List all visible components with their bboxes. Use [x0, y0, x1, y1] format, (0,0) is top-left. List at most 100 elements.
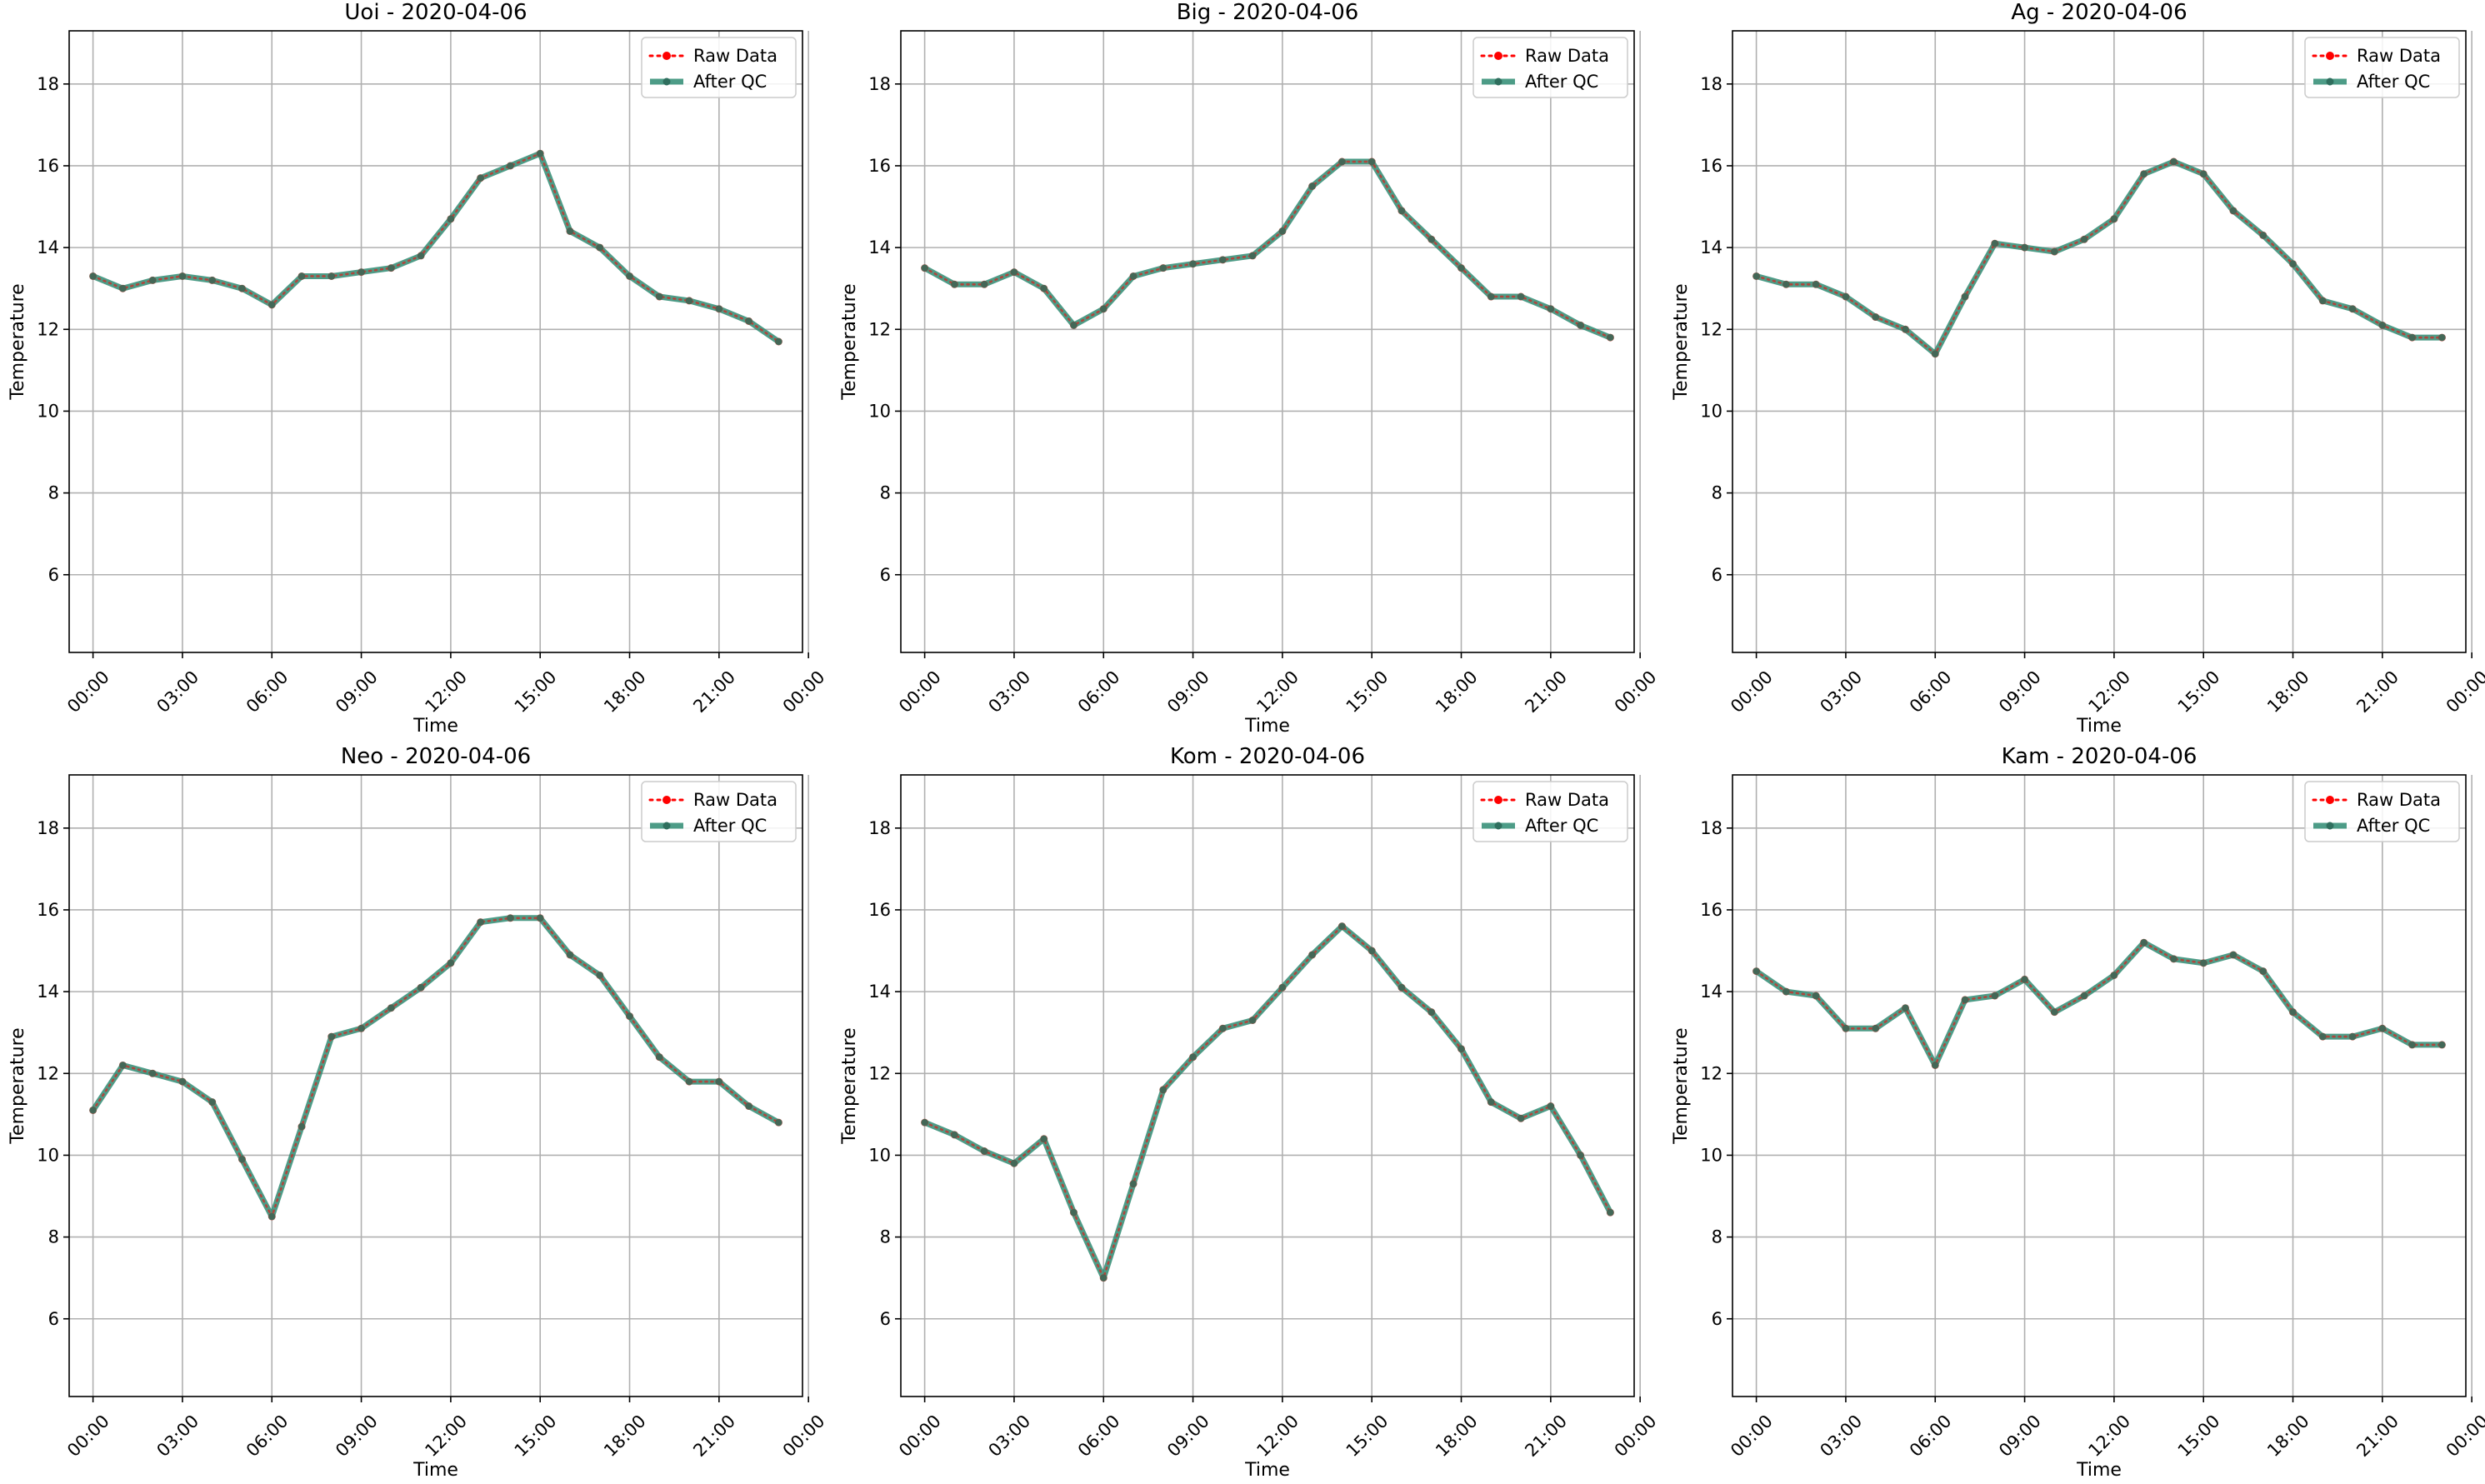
- after-qc-point: [298, 1122, 306, 1131]
- series-line-after-qc: [922, 158, 1613, 341]
- y-tick-label: 10: [37, 1145, 59, 1165]
- y-tick-label: 12: [868, 319, 891, 339]
- x-tick-label: 06:00: [1074, 1411, 1124, 1461]
- y-tick-label: 18: [1700, 818, 1722, 838]
- after-qc-point: [1932, 350, 1939, 357]
- legend: Raw Data After QC: [641, 37, 797, 98]
- x-tick-label: 00:00: [63, 667, 113, 717]
- after-qc-point: [1842, 292, 1850, 301]
- series-line-raw-data: [92, 917, 780, 1220]
- legend-marker-after-qc: [662, 822, 671, 830]
- after-qc-point: [1782, 281, 1790, 288]
- series-line-after-qc: [90, 915, 782, 1220]
- y-tick-label: 12: [37, 319, 59, 339]
- after-qc-point: [656, 292, 663, 301]
- after-qc-point: [1577, 1152, 1584, 1159]
- after-qc-point: [921, 264, 928, 272]
- plot-frame: [68, 30, 803, 653]
- legend-marker-raw-data: [2326, 796, 2334, 804]
- after-qc-point: [2200, 170, 2208, 177]
- plot-frame: [1732, 774, 2467, 1397]
- x-tick-label: 18:00: [2263, 1411, 2313, 1461]
- x-tick-label: 21:00: [689, 1411, 739, 1461]
- x-tick-label: 00:00: [1727, 1411, 1777, 1461]
- legend-marker-raw-data: [662, 796, 671, 804]
- after-qc-point: [358, 268, 365, 276]
- after-qc-point: [447, 959, 455, 967]
- series-line-after-qc: [1753, 158, 2445, 357]
- after-qc-point: [1488, 292, 1495, 301]
- x-tick-label: 09:00: [1163, 667, 1213, 717]
- y-tick-label: 16: [1700, 156, 1722, 176]
- after-qc-point: [1902, 1004, 1909, 1012]
- y-tick-label: 14: [1700, 982, 1722, 1002]
- x-axis-label: Time: [2076, 1460, 2122, 1481]
- x-tick-label: 12:00: [1252, 667, 1302, 717]
- plot-frame: [900, 774, 1635, 1397]
- legend-label-raw-data: Raw Data: [2357, 46, 2441, 66]
- series-line-raw-data: [923, 924, 1612, 1282]
- after-qc-point: [1812, 992, 1820, 1000]
- legend-label-after-qc: After QC: [693, 816, 767, 836]
- legend-marker-after-qc: [1494, 77, 1502, 86]
- x-tick-label: 00:00: [1727, 667, 1777, 717]
- y-tick-label: 6: [48, 1309, 59, 1329]
- legend-marker-raw-data: [662, 52, 671, 60]
- legend-marker-raw-data: [1494, 796, 1502, 804]
- after-qc-point: [1488, 1098, 1495, 1106]
- after-qc-point: [1100, 1274, 1108, 1282]
- x-tick-label: 09:00: [1995, 667, 2045, 717]
- y-tick-label: 18: [868, 818, 891, 838]
- after-qc-point: [2140, 170, 2148, 177]
- after-qc-point: [148, 1070, 157, 1077]
- y-tick-label: 16: [37, 900, 59, 920]
- x-tick-label: 00:00: [1611, 1411, 1661, 1461]
- x-tick-label: 21:00: [2352, 1411, 2402, 1461]
- x-tick-label: 12:00: [421, 1411, 471, 1461]
- y-tick-label: 6: [880, 1309, 891, 1329]
- legend-marker-after-qc: [1494, 822, 1502, 830]
- y-tick-label: 12: [1700, 319, 1722, 339]
- after-qc-point: [1248, 252, 1257, 260]
- after-qc-point: [1308, 951, 1316, 959]
- legend: Raw Data After QC: [2304, 37, 2460, 98]
- x-tick-label: 06:00: [1906, 667, 1956, 717]
- x-tick-label: 00:00: [2442, 1411, 2485, 1461]
- after-qc-point: [238, 1156, 246, 1163]
- after-qc-point: [1547, 305, 1555, 312]
- after-qc-point: [1458, 1045, 1465, 1053]
- plot-frame: [900, 30, 1635, 653]
- y-axis-label: Temperature: [8, 283, 28, 400]
- x-tick-label: 09:00: [1995, 1411, 2045, 1461]
- after-qc-point: [1040, 284, 1048, 292]
- after-qc-point: [1398, 207, 1406, 215]
- legend: Raw Data After QC: [641, 781, 797, 842]
- after-qc-point: [1428, 1008, 1435, 1016]
- y-tick-label: 10: [1700, 1145, 1722, 1165]
- y-axis-label: Temperature: [839, 283, 860, 400]
- after-qc-point: [2051, 1008, 2058, 1016]
- x-tick-label: 00:00: [779, 667, 829, 717]
- series-line-raw-data: [92, 152, 780, 343]
- y-tick-label: 18: [868, 74, 891, 94]
- x-tick-label: 18:00: [1432, 1411, 1482, 1461]
- after-qc-point: [89, 272, 97, 280]
- after-qc-point: [89, 1107, 97, 1114]
- chart-title: Neo - 2020-04-06: [341, 744, 531, 769]
- y-tick-label: 18: [37, 74, 59, 94]
- after-qc-point: [2080, 992, 2088, 1000]
- after-qc-point: [1010, 268, 1018, 276]
- x-axis-label: Time: [412, 1460, 458, 1481]
- x-tick-label: 09:00: [1163, 1411, 1213, 1461]
- after-qc-point: [2378, 322, 2387, 329]
- x-tick-label: 18:00: [600, 667, 650, 717]
- x-tick-label: 15:00: [1342, 667, 1392, 717]
- after-qc-point: [268, 301, 276, 309]
- y-tick-label: 14: [37, 237, 59, 257]
- after-qc-point: [1189, 1053, 1197, 1061]
- after-qc-point: [715, 305, 723, 312]
- after-qc-point: [1458, 264, 1465, 272]
- legend-label-after-qc: After QC: [1525, 72, 1598, 92]
- y-tick-label: 12: [868, 1063, 891, 1083]
- after-qc-point: [1842, 1025, 1850, 1032]
